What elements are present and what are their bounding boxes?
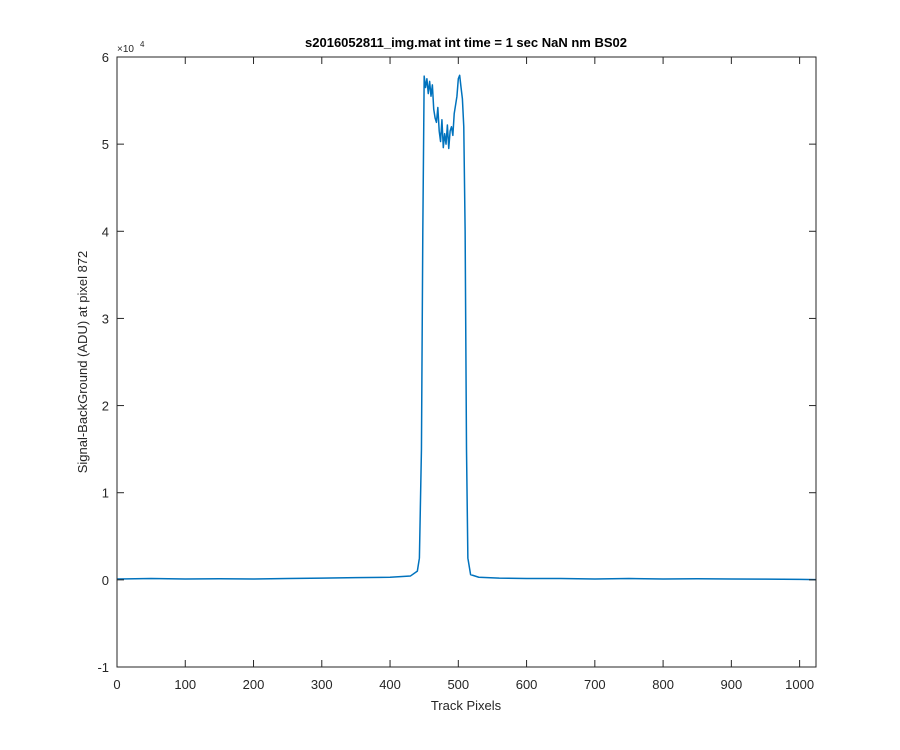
x-tick-label: 300 bbox=[311, 677, 333, 692]
y-tick-label: -1 bbox=[97, 660, 109, 675]
x-tick-label: 1000 bbox=[785, 677, 814, 692]
x-tick-label: 900 bbox=[721, 677, 743, 692]
y-exponent-power: 4 bbox=[140, 40, 145, 49]
x-axis-label: Track Pixels bbox=[431, 698, 502, 713]
y-tick-label: 1 bbox=[102, 486, 109, 501]
series-line-0 bbox=[116, 74, 817, 581]
y-tick-label: 0 bbox=[102, 573, 109, 588]
x-tick-label: 0 bbox=[113, 677, 120, 692]
x-tick-label: 700 bbox=[584, 677, 606, 692]
y-tick-label: 2 bbox=[102, 399, 109, 414]
x-tick-label: 200 bbox=[243, 677, 265, 692]
x-tick-label: 500 bbox=[447, 677, 469, 692]
x-tick-label: 800 bbox=[652, 677, 674, 692]
y-axis-label: Signal-BackGround (ADU) at pixel 872 bbox=[75, 251, 90, 474]
chart-title: s2016052811_img.mat int time = 1 sec NaN… bbox=[305, 35, 627, 50]
axes-box bbox=[116, 56, 817, 668]
x-tick-label: 100 bbox=[174, 677, 196, 692]
y-tick-label: 6 bbox=[102, 50, 109, 65]
y-tick-label: 4 bbox=[102, 224, 109, 239]
y-tick-label: 3 bbox=[102, 311, 109, 326]
y-exponent-label: ×10 bbox=[117, 44, 134, 55]
y-tick-label: 5 bbox=[102, 137, 109, 152]
x-tick-label: 400 bbox=[379, 677, 401, 692]
x-tick-label: 600 bbox=[516, 677, 538, 692]
